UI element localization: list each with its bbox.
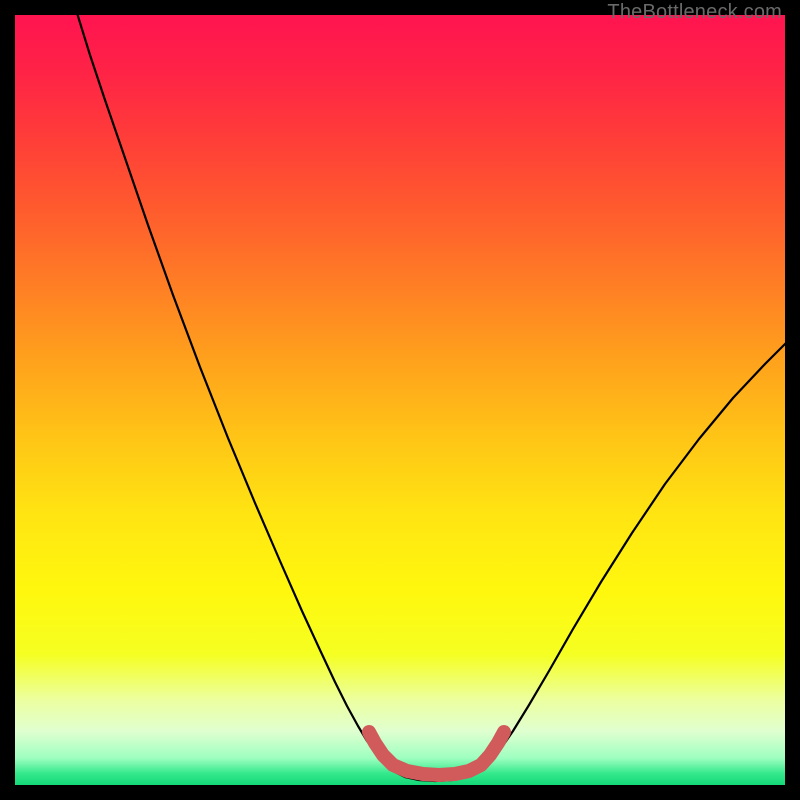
chart-frame: TheBottleneck.com xyxy=(0,0,800,800)
watermark-text: TheBottleneck.com xyxy=(607,1,782,24)
gradient-rect xyxy=(15,15,785,785)
chart-svg xyxy=(15,15,785,785)
plot-area xyxy=(15,15,785,785)
